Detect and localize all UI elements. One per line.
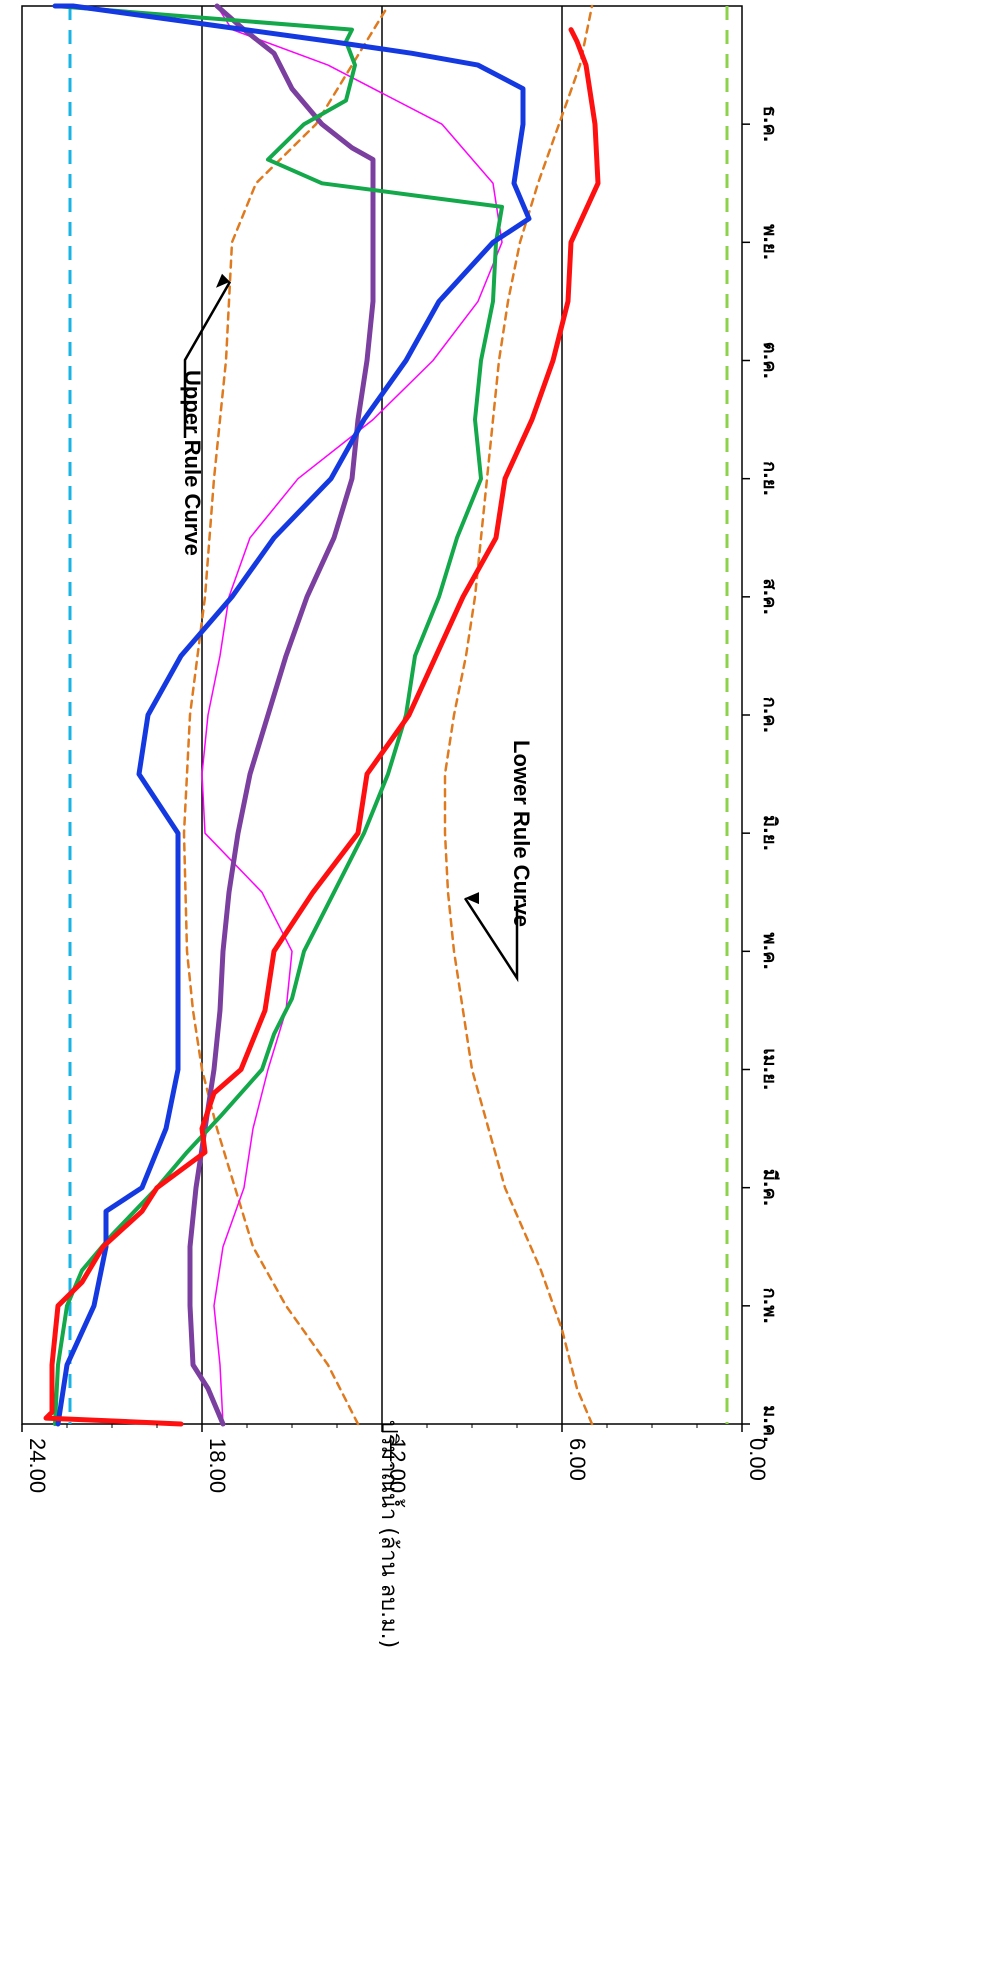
- month-label-6: ก.ค.: [759, 697, 780, 734]
- axes: 0.00 6.00 12.00 18.00 24.00 ม.ค. ก.พ. มี.ค. เม.ย…: [21, 106, 780, 1648]
- series-lines: [43, 3, 601, 1427]
- month-label-9: ต.ค.: [759, 342, 780, 379]
- month-label-7: ส.ค.: [759, 578, 780, 615]
- annotation-lower-arrowhead: [465, 892, 479, 905]
- month-label-0: ม.ค.: [759, 1405, 780, 1443]
- y-tick-label-0: 0.00: [745, 1438, 770, 1481]
- series-line-4: [53, 4, 504, 1426]
- reference-lines: [68, 6, 729, 1424]
- month-label-2: มี.ค.: [759, 1169, 780, 1207]
- series-line-5: [52, 3, 532, 1427]
- month-label-1: ก.พ.: [759, 1288, 780, 1324]
- y-tick-label-1: 6.00: [565, 1438, 590, 1481]
- y-tick-label-2: 12.00: [385, 1438, 410, 1493]
- series-line-3: [187, 3, 376, 1427]
- y-tick-label-4: 24.00: [25, 1438, 50, 1493]
- series-line-6: [43, 27, 601, 1427]
- month-label-3: เม.ย.: [759, 1048, 780, 1090]
- annotation-lower-leader: [463, 897, 519, 983]
- series-line-0: [182, 4, 390, 1426]
- annotation-upper-leader: [183, 281, 232, 438]
- y-axis-title: ปริมาณน้ำ (ล้าน ลบ.ม.): [376, 1420, 405, 1648]
- y-tick-label-3: 18.00: [205, 1438, 230, 1493]
- month-label-5: มิ.ย.: [759, 815, 780, 851]
- month-label-11: ธ.ค.: [759, 106, 780, 143]
- month-label-4: พ.ค.: [759, 933, 780, 971]
- annotation-upper-arrowhead: [216, 273, 230, 288]
- annotation-lower-rule-curve: Lower Rule Curve: [509, 740, 534, 927]
- series-line-2: [201, 5, 503, 1425]
- month-label-10: พ.ย.: [759, 224, 780, 260]
- month-label-8: ก.ย.: [759, 461, 780, 496]
- gridlines: [201, 6, 563, 1424]
